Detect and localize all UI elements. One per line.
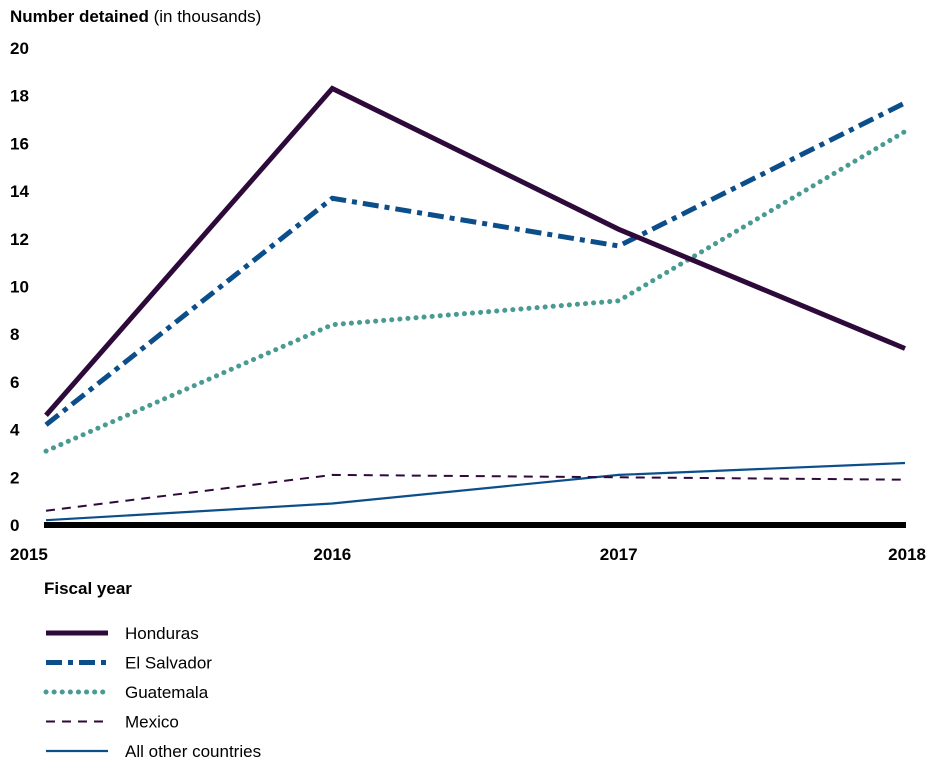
- legend: Honduras El Salvador Guatemala Mexico All ot…: [43, 624, 261, 760]
- series-line-el-salvador: [44, 100, 907, 427]
- legend-label: Honduras: [125, 624, 199, 643]
- x-tick-label: 2017: [600, 545, 638, 564]
- y-tick-label: 18: [10, 87, 29, 106]
- x-tick-label: 2015: [10, 545, 48, 564]
- series-lines: [43, 85, 908, 522]
- y-tick-label: 2: [10, 468, 19, 487]
- legend-label: All other countries: [125, 742, 261, 760]
- y-axis-title: Number detained (in thousands): [10, 7, 261, 26]
- y-tick-label: 10: [10, 278, 29, 297]
- y-tick-label: 0: [10, 516, 19, 535]
- legend-label: Mexico: [125, 713, 179, 732]
- x-axis-title: Fiscal year: [44, 579, 132, 598]
- y-tick-label: 12: [10, 230, 29, 249]
- x-tick-label: 2018: [888, 545, 926, 564]
- legend-label: Guatemala: [125, 683, 209, 702]
- y-tick-label: 14: [10, 182, 29, 201]
- x-axis-ticks: 2015 2016 2017 2018: [10, 545, 926, 564]
- y-tick-label: 6: [10, 373, 19, 392]
- series-line-guatemala: [43, 129, 908, 454]
- x-tick-label: 2016: [313, 545, 351, 564]
- y-tick-label: 16: [10, 134, 29, 153]
- series-line-honduras: [44, 85, 906, 417]
- y-axis-title-unit: (in thousands): [149, 7, 261, 26]
- series-line-all-other-countries: [45, 461, 906, 522]
- y-axis-ticks: 0 2 4 6 8 10 12 14 16 18 20: [10, 39, 29, 535]
- y-tick-label: 8: [10, 325, 19, 344]
- series-line-mexico: [45, 473, 906, 512]
- y-axis-title-main: Number detained: [10, 7, 149, 26]
- y-tick-label: 20: [10, 39, 29, 58]
- legend-label: El Salvador: [125, 654, 212, 673]
- y-tick-label: 4: [10, 421, 20, 440]
